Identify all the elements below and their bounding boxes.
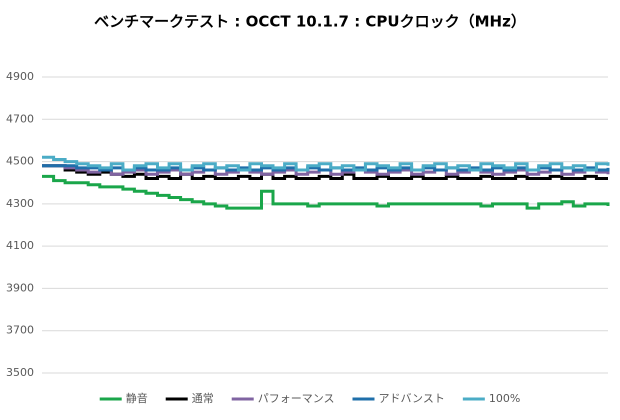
- series-line: [42, 155, 610, 172]
- y-tick-label: 3900: [6, 281, 34, 294]
- legend-label: 100%: [489, 392, 520, 405]
- y-tick-label: 4700: [6, 112, 34, 125]
- legend-label: パフォーマンス: [258, 392, 335, 405]
- y-tick-label: 4500: [6, 155, 34, 168]
- y-tick-label: 4900: [6, 70, 34, 83]
- y-tick-label: 3500: [6, 366, 34, 379]
- y-tick-label: 4100: [6, 239, 34, 252]
- legend-label: アドバンスト: [378, 392, 444, 405]
- legend-label: 静音: [126, 391, 148, 405]
- y-tick-label: 3700: [6, 324, 34, 337]
- legend-label: 通常: [192, 392, 214, 405]
- chart-title: ベンチマークテスト : OCCT 10.1.7 : CPUクロック（MHz）: [94, 13, 526, 31]
- series-line: [42, 164, 608, 180]
- series-line: [42, 174, 610, 210]
- y-tick-label: 4300: [6, 197, 34, 210]
